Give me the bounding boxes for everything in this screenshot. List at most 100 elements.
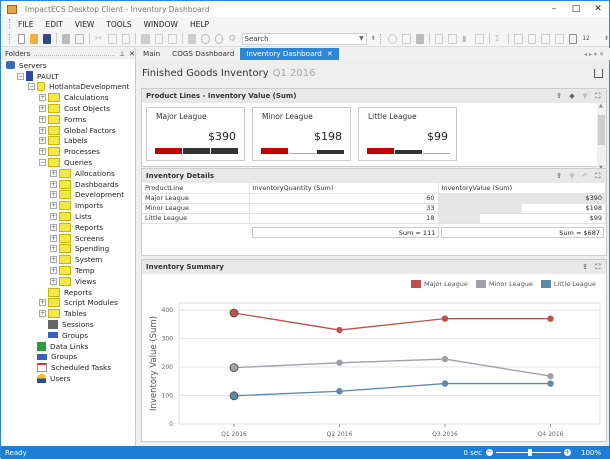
export-icon[interactable]: ⇪ [556,92,562,100]
close-button[interactable]: ✕ [594,4,602,14]
tree-node[interactable]: + Views [2,276,135,287]
card-major-league[interactable]: Major League $390 [146,107,245,161]
menu-edit[interactable]: EDIT [45,19,63,29]
tree-node[interactable]: + Tables [2,308,135,319]
tree-node[interactable]: + Development [2,190,135,201]
gear-icon[interactable]: ⚙ [228,33,237,44]
expand-icon[interactable]: + [50,223,57,231]
clear-filter-icon[interactable]: ▼ [582,92,588,100]
menu-file[interactable]: FILE [18,19,34,29]
series-line[interactable] [233,358,551,377]
tree-node[interactable]: + Cost Objects [2,103,135,114]
tree-node[interactable]: + Forms [2,114,135,125]
column-header[interactable]: InventoryQuantity (Sum) [249,183,439,194]
expand-icon[interactable]: + [50,267,57,275]
data-point[interactable] [441,355,449,363]
vertical-scrollbar[interactable]: ▲ ▼ [597,103,606,171]
menu-help[interactable]: HELP [189,19,210,29]
pin-icon[interactable]: ⊥ [119,49,126,58]
paste-icon[interactable] [121,33,131,44]
card-little-league[interactable]: Little League $99 [358,107,457,161]
maximize-icon[interactable]: ⛶ [595,92,601,100]
tree-node[interactable]: + Temp [2,265,135,276]
card-minor-league[interactable]: Minor League $198 [252,107,351,161]
column-header[interactable]: ProductLine [142,183,250,194]
open-folder-icon[interactable] [29,33,38,44]
maximize-button[interactable]: □ [571,4,581,14]
tree-node[interactable]: + Imports [2,200,135,211]
tree-node[interactable]: Sessions [2,319,135,330]
collapse-icon[interactable]: − [39,159,46,167]
close-tab-icon[interactable]: ✕ [326,50,333,58]
minimize-button[interactable]: – [551,4,557,14]
tree-node[interactable]: − PAULT [2,71,135,82]
expand-icon[interactable]: + [50,245,57,253]
export-alt-icon[interactable] [168,33,177,44]
print-preview-icon[interactable] [75,33,84,44]
window-icon[interactable] [475,33,485,44]
data-point[interactable] [229,363,239,373]
menu-tools[interactable]: TOOLS [106,19,132,29]
number-icon[interactable]: 12 [582,35,590,42]
expand-icon[interactable]: + [50,191,57,199]
run-icon[interactable] [415,33,424,44]
grid-icon[interactable] [187,33,196,44]
play-icon[interactable] [200,33,210,44]
data-point[interactable] [336,326,343,334]
tree-node[interactable]: + Screens [2,233,135,244]
tab-cogs-dashboard[interactable]: COGS Dashboard [172,49,235,58]
tab-inventory-dashboard[interactable]: Inventory Dashboard ✕ [240,48,339,60]
cut-icon[interactable]: ✂ [94,33,103,44]
zoom-in-button[interactable]: + [563,448,571,456]
tree-node[interactable]: + Dashboards [2,179,135,190]
data-point[interactable] [229,391,239,401]
search-dropdown-icon[interactable]: ▼ [359,34,364,42]
stop-icon[interactable] [214,33,224,44]
tree-node[interactable]: + Processes [2,146,135,157]
series-line[interactable] [233,382,551,397]
query-icon[interactable] [514,33,523,44]
zoom-out-button[interactable]: − [485,448,493,456]
refresh-icon[interactable] [388,33,398,44]
tree-node[interactable]: + System [2,254,135,265]
tree-node[interactable]: Data Links [2,341,135,352]
validate-icon[interactable] [402,33,411,44]
export-icon[interactable] [594,69,603,78]
tree-node[interactable]: − HotlantaDevelopment [2,82,135,93]
tree-node[interactable]: + Reports [2,222,135,233]
import-icon[interactable] [141,33,150,44]
table-row[interactable]: Little League 18 $99 [142,213,606,224]
tree-node[interactable]: − Queries [2,157,135,168]
expand-icon[interactable]: + [39,137,46,145]
tree-node[interactable]: Reports [2,287,135,298]
data-point[interactable] [441,380,449,387]
series-line[interactable] [233,312,551,331]
tree-node[interactable]: + Labels [2,136,135,147]
expand-icon[interactable]: + [50,277,57,285]
expand-icon[interactable]: + [50,180,57,188]
tree-icon[interactable] [434,33,444,44]
new-icon[interactable] [17,33,25,44]
zoom-slider-knob[interactable] [527,449,532,456]
expand-icon[interactable]: + [39,299,46,307]
scroll-thumb[interactable] [598,115,605,145]
expand-icon[interactable]: + [50,202,57,210]
tree-node[interactable]: + Global Factors [2,125,135,136]
close-panel-icon[interactable]: ✕ [129,49,135,58]
table-icon[interactable] [448,33,458,44]
tree-node[interactable]: Groups [2,352,135,363]
spinner-icon[interactable]: ⬍ [370,35,376,42]
layout-icon[interactable] [568,33,578,44]
print-icon[interactable] [62,33,71,44]
tree-node[interactable]: + Spending [2,244,135,255]
menu-view[interactable]: VIEW [74,19,95,29]
toolbar-overflow-icon[interactable]: ⬍ [603,35,609,42]
bar-chart-icon[interactable]: ▮ [462,33,467,43]
column-header[interactable]: InventoryValue (Sum) [438,183,606,194]
tree-node[interactable]: + Lists [2,211,135,222]
clear-filter-icon[interactable]: ▼ [569,172,575,180]
tree-node[interactable]: Servers [2,60,135,71]
expand-icon[interactable]: + [50,234,57,242]
data-point[interactable] [547,380,554,387]
tree-node[interactable]: + Script Modules [2,298,135,309]
